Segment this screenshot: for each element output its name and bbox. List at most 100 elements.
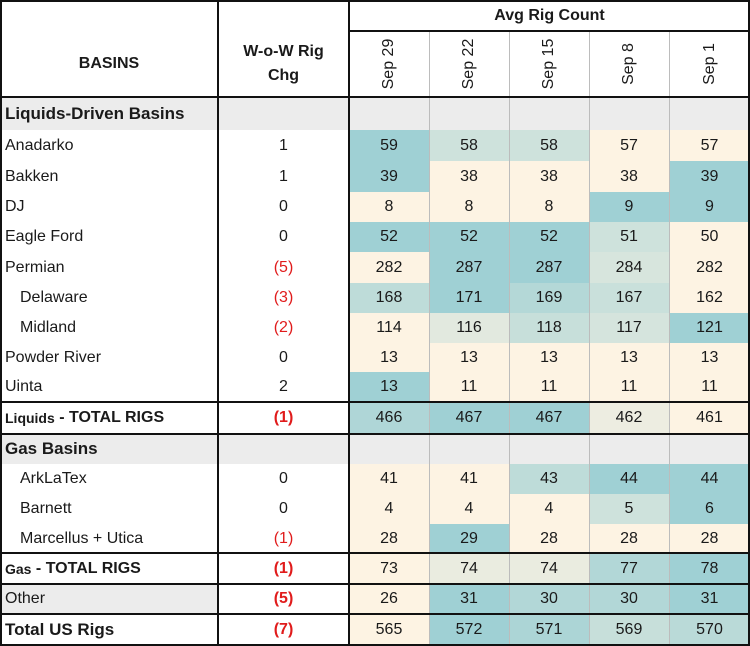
rig-count-cell: 44: [669, 464, 750, 494]
rig-count-cell: 74: [509, 553, 589, 584]
table-border: [0, 644, 750, 646]
basin-name: Powder River: [5, 348, 102, 366]
table-border: [217, 0, 219, 646]
basin-name: Delaware: [20, 289, 88, 306]
section-blank-cell: [218, 434, 349, 464]
table-border: [669, 31, 670, 645]
total-row: Liquids - TOTAL RIGS (1) 466 467 467 462 461: [0, 402, 750, 434]
rig-count-cell: 51: [589, 222, 669, 252]
rig-count-cell: 30: [589, 584, 669, 614]
table-border: [0, 552, 750, 554]
rig-count-cell: 572: [429, 614, 509, 646]
rig-count-cell: 58: [509, 130, 589, 161]
wow-change-value: 1: [279, 136, 288, 154]
total-label-suffix: - TOTAL RIGS: [31, 559, 141, 577]
rig-count-cell: 121: [669, 313, 750, 343]
rig-count-cell: 9: [589, 192, 669, 222]
rig-count-cell: 4: [349, 494, 429, 524]
rig-count-cell: 28: [589, 524, 669, 553]
table-row: Barnett 0 4 4 4 5 6: [0, 494, 750, 524]
rig-count-cell: 168: [349, 283, 429, 313]
rig-count-cell: 5: [589, 494, 669, 524]
basin-name: Total US Rigs: [5, 620, 115, 639]
table-border: [0, 0, 2, 646]
rig-count-cell: 11: [509, 372, 589, 402]
section-header-row: Gas Basins: [0, 434, 750, 464]
rig-count-cell: 8: [349, 192, 429, 222]
wow-change-value: (2): [273, 319, 294, 336]
rig-count-cell: 31: [669, 584, 750, 614]
date-header: Sep 15: [509, 31, 589, 97]
wow-change-header: W-o-W Rig Chg: [218, 31, 349, 97]
rig-count-cell: 287: [509, 252, 589, 283]
rig-count-cell: 31: [429, 584, 509, 614]
date-header: Sep 1: [669, 31, 750, 97]
rig-count-cell: 28: [509, 524, 589, 553]
total-row: Gas - TOTAL RIGS (1) 73 74 74 77 78: [0, 553, 750, 584]
section-blank-cell: [218, 97, 349, 130]
wow-change-value: 2: [279, 378, 288, 395]
wow-change-value: 0: [279, 228, 288, 245]
wow-change-value: 0: [279, 500, 288, 517]
total-label-suffix: - TOTAL RIGS: [54, 409, 165, 426]
wow-change-value: (1): [273, 529, 294, 547]
table-border: [429, 31, 430, 645]
section-blank-values: [349, 97, 750, 130]
table-border: [0, 583, 750, 585]
rig-count-cell: 50: [669, 222, 750, 252]
rig-count-cell: 59: [349, 130, 429, 161]
wow-change-value: 0: [279, 470, 288, 487]
wow-change-value: 0: [279, 348, 288, 366]
rig-count-cell: 565: [349, 614, 429, 646]
table-row: Bakken 1 39 38 38 38 39: [0, 161, 750, 192]
rig-count-cell: 77: [589, 553, 669, 584]
rig-count-cell: 467: [429, 402, 509, 434]
rig-count-cell: 11: [589, 372, 669, 402]
section-blank-values: [349, 434, 750, 464]
table-border: [589, 31, 590, 645]
rig-count-cell: 466: [349, 402, 429, 434]
date-header: Sep 22: [429, 31, 509, 97]
table-border: [0, 401, 750, 403]
rig-count-cell: 282: [349, 252, 429, 283]
rig-count-cell: 569: [589, 614, 669, 646]
table-row: Anadarko 1 59 58 58 57 57: [0, 130, 750, 161]
table-row: Marcellus + Utica (1) 28 29 28 28 28: [0, 524, 750, 553]
wow-change-value: 0: [279, 198, 288, 215]
wow-change-value: (1): [273, 409, 294, 426]
rig-count-cell: 43: [509, 464, 589, 494]
rig-count-cell: 38: [589, 161, 669, 192]
rig-count-cell: 284: [589, 252, 669, 283]
rig-count-cell: 58: [429, 130, 509, 161]
basin-name: Other: [0, 584, 218, 614]
date-header: Sep 29: [349, 31, 429, 97]
wow-change-header-line2: Chg: [267, 67, 300, 84]
rig-count-cell: 13: [509, 343, 589, 372]
basin-name: Midland: [20, 319, 77, 336]
rig-count-cell: 570: [669, 614, 750, 646]
rig-count-cell: 114: [349, 313, 429, 343]
rig-count-cell: 44: [589, 464, 669, 494]
wow-change-value: (5): [273, 258, 294, 276]
section-header-row: Liquids-Driven Basins: [0, 97, 750, 130]
rig-count-cell: 30: [509, 584, 589, 614]
section-title: Liquids-Driven Basins: [0, 97, 218, 130]
rig-count-cell: 171: [429, 283, 509, 313]
rig-count-cell: 41: [349, 464, 429, 494]
table-row: Uinta 2 13 11 11 11 11: [0, 372, 750, 402]
wow-change-header-line1: W-o-W Rig: [243, 43, 324, 60]
rig-count-cell: 118: [509, 313, 589, 343]
rig-count-cell: 13: [669, 343, 750, 372]
rig-count-cell: 57: [589, 130, 669, 161]
rig-count-cell: 38: [509, 161, 589, 192]
wow-change-value: (5): [273, 590, 294, 607]
rig-count-cell: 6: [669, 494, 750, 524]
rig-count-cell: 167: [589, 283, 669, 313]
table-row: Delaware (3) 168 171 169 167 162: [0, 283, 750, 313]
rig-count-cell: 52: [429, 222, 509, 252]
rig-count-cell: 13: [349, 372, 429, 402]
basin-name: Permian: [5, 258, 65, 276]
section-title: Gas Basins: [0, 434, 218, 464]
rig-count-cell: 73: [349, 553, 429, 584]
